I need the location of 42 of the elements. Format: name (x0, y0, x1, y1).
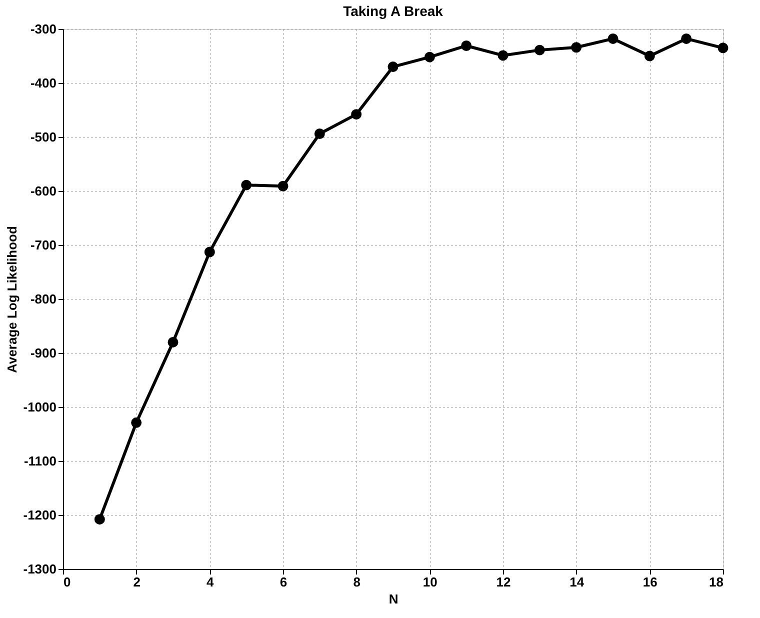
point (314, 128, 325, 139)
y-tick-label: -700 (30, 238, 56, 252)
point (131, 417, 142, 428)
point (278, 180, 288, 192)
x-tick-label: 18 (709, 574, 724, 590)
x-tick-label: 8 (353, 574, 360, 590)
y-tick-label: -400 (30, 76, 56, 90)
y-tick-label: -900 (30, 346, 56, 360)
y-tick-label: -800 (30, 292, 56, 306)
point (241, 180, 252, 190)
point (424, 52, 435, 62)
point (461, 40, 472, 51)
point (644, 50, 655, 62)
point (351, 109, 362, 120)
x-tick-label: 0 (64, 574, 71, 590)
y-tick-label: -1300 (23, 562, 56, 576)
point (388, 62, 398, 72)
x-tick-label: 14 (570, 574, 585, 590)
point (718, 42, 728, 54)
point (498, 50, 508, 61)
y-tick-label: -1000 (23, 400, 56, 414)
point (168, 336, 178, 348)
y-tick-label: -1100 (24, 454, 56, 468)
point (534, 44, 545, 56)
chart-title: Taking A Break (343, 3, 444, 19)
x-tick-label: 2 (133, 574, 140, 590)
x-tick-label: 16 (642, 574, 658, 590)
x-tick-label: 6 (280, 574, 288, 590)
y-tick-label: -600 (30, 184, 56, 198)
x-tick-label: 10 (422, 574, 438, 590)
point (204, 246, 215, 258)
y-tick-label: -300 (30, 22, 56, 36)
y-tick-label: -500 (30, 130, 56, 144)
x-tick-label: 12 (496, 574, 511, 590)
y-axis-title: Average Log Likelihood (4, 226, 20, 373)
x-axis-title: N (388, 592, 398, 606)
point (94, 514, 105, 525)
point (681, 33, 692, 44)
y-tick-label: -1200 (23, 508, 56, 522)
point (571, 42, 582, 53)
x-tick-label: 4 (206, 574, 215, 590)
point (608, 33, 618, 44)
